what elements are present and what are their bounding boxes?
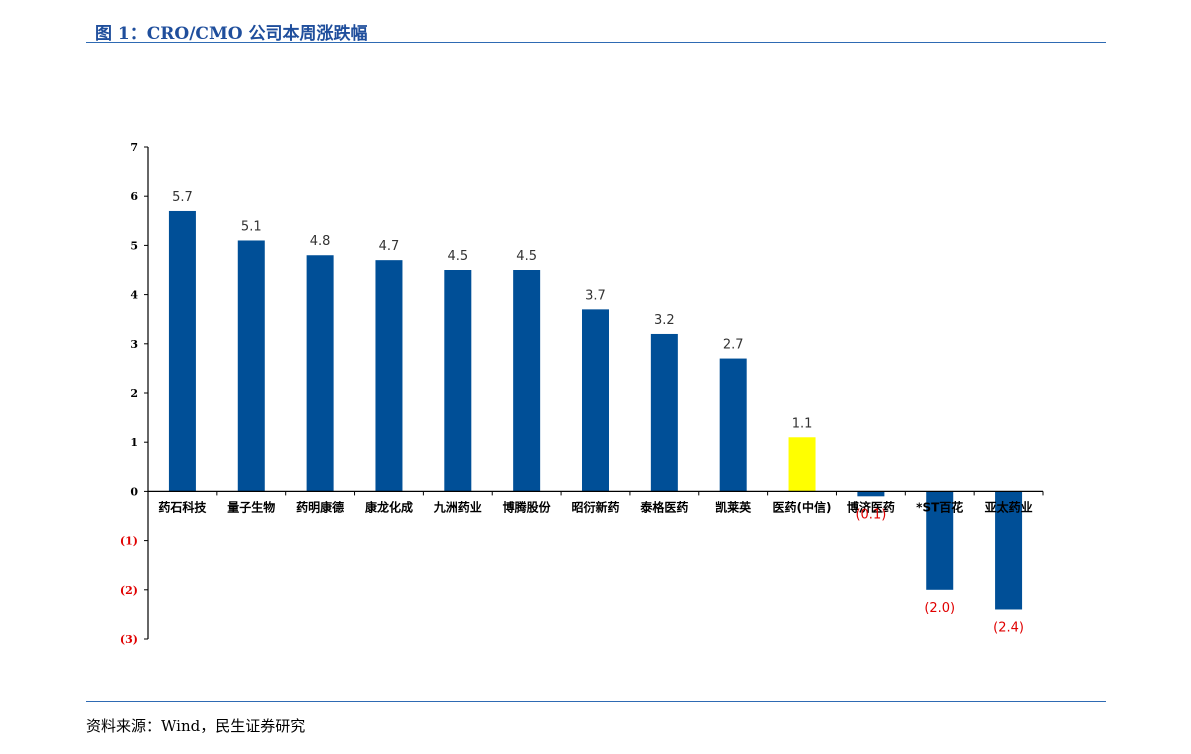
category-label-3: 康龙化成 <box>365 499 413 514</box>
data-label-1: 5.1 <box>241 219 262 234</box>
x-axis: 药石科技 量子生物 药明康德 康龙化成 九洲药业 博腾股份 昭衍新药 泰格医药 凯莱英 医药(中信… <box>147 490 1044 514</box>
bar-11 <box>926 491 954 590</box>
bar-1 <box>237 240 265 492</box>
bar-6 <box>582 309 609 492</box>
category-label-12: 亚太药业 <box>985 499 1033 514</box>
data-label-12: (2.4) <box>993 620 1024 635</box>
bar-9 <box>788 437 816 492</box>
data-label-0: 5.7 <box>172 190 193 205</box>
category-label-10: 博济医药 <box>847 499 895 514</box>
category-label-0: 药石科技 <box>158 499 207 514</box>
bars-group <box>168 210 1023 610</box>
footer-rule <box>86 701 1106 702</box>
y-tick-label: 4 <box>130 289 138 302</box>
y-tick-label: 1 <box>130 436 138 449</box>
bar-0 <box>168 210 196 492</box>
category-label-5: 博腾股份 <box>503 499 552 514</box>
category-label-9: 医药(中信) <box>773 499 832 514</box>
bar-2 <box>306 255 334 492</box>
y-axis: 7 6 5 4 3 2 1 0 (1) (2) (3) <box>120 141 149 646</box>
y-tick-label: 7 <box>130 141 138 154</box>
bar-12 <box>995 491 1023 610</box>
category-label-6: 昭衍新药 <box>571 499 619 514</box>
figure-title: 图 1：CRO/CMO 公司本周涨跌幅 <box>95 24 368 44</box>
data-label-11: (2.0) <box>924 601 955 616</box>
bar-5 <box>513 270 541 492</box>
y-tick-label: 2 <box>130 387 138 400</box>
category-label-11: *ST百花 <box>916 499 963 514</box>
title-rule <box>86 42 1106 43</box>
category-label-7: 泰格医药 <box>639 499 688 514</box>
category-label-1: 量子生物 <box>227 499 275 514</box>
category-label-4: 九洲药业 <box>433 499 482 514</box>
data-label-2: 4.8 <box>310 234 331 249</box>
y-tick-label: 6 <box>130 190 138 203</box>
y-tick-label: (2) <box>120 584 138 597</box>
data-label-4: 4.5 <box>447 249 468 264</box>
bar-7 <box>650 333 678 492</box>
y-tick-label: 0 <box>130 485 138 498</box>
bar-8 <box>719 358 747 492</box>
data-labels-group: 5.7 5.1 4.8 4.7 4.5 4.5 3.7 3.2 2.7 1.1 (0.1) (2.0)… <box>172 190 1024 636</box>
data-label-6: 3.7 <box>585 288 606 303</box>
y-tick-label: (3) <box>120 633 138 646</box>
data-label-7: 3.2 <box>654 313 675 328</box>
bar-3 <box>375 260 403 492</box>
bar-10 <box>857 491 885 497</box>
category-label-8: 凯莱英 <box>715 499 752 514</box>
data-label-10: (0.1) <box>855 507 886 522</box>
data-label-5: 4.5 <box>516 249 537 264</box>
data-label-3: 4.7 <box>379 239 400 254</box>
data-label-9: 1.1 <box>792 416 813 431</box>
source-note: 资料来源：Wind，民生证券研究 <box>86 717 306 735</box>
category-label-2: 药明康德 <box>296 499 344 514</box>
y-tick-label: 3 <box>130 338 138 351</box>
data-label-8: 2.7 <box>723 338 744 353</box>
y-tick-label: 5 <box>130 239 138 252</box>
y-tick-label: (1) <box>120 535 138 548</box>
bar-4 <box>444 270 472 492</box>
